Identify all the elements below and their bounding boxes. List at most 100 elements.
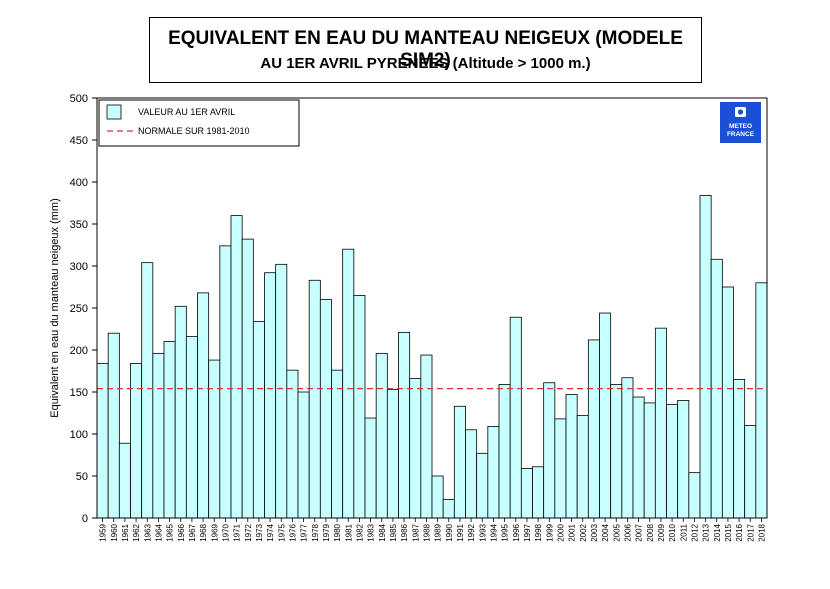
x-tick-label: 1970 [221,523,230,541]
y-axis-label: Equivalent en eau du manteau neigeux (mm… [49,198,61,418]
bar-1975 [275,263,288,519]
x-tick-label: 2017 [746,523,755,541]
y-axis: 0 50 100 150 200 250 300 350 400 450 500 [70,93,97,525]
chart-title: EQUIVALENT EN EAU DU MANTEAU NEIGEUX (MO… [168,28,683,71]
bar-1981 [342,248,355,519]
bar-1960 [107,332,120,519]
bar-2011 [677,399,690,519]
y-tick-label: 200 [70,345,88,357]
bar-1974 [264,272,277,519]
bar-1990 [442,499,455,519]
title-box: EQUIVALENT EN EAU DU MANTEAU NEIGEUX (MO… [149,17,702,83]
y-tick-label: 350 [70,219,88,231]
x-tick-label: 1995 [501,523,510,541]
bar-1995 [498,384,511,519]
bar-2002 [576,415,589,519]
bar-2005 [610,384,623,519]
y-tick-label: 0 [82,513,88,525]
bar-1961 [118,442,131,519]
y-tick-label: 50 [76,471,88,483]
x-tick-label: 2007 [635,523,644,541]
bar-2016 [733,378,746,519]
x-tick-label: 2006 [623,523,632,541]
x-tick-label: 1976 [288,523,297,541]
bar-2017 [744,425,757,519]
logo-text-line2: FRANCE [727,131,755,138]
x-tick-label: 2015 [724,523,733,541]
bar-1998 [532,466,545,519]
bar-1964 [152,352,165,519]
bar-1967 [185,336,198,519]
x-tick-label: 1972 [244,523,253,541]
legend-box [98,99,300,147]
bar-2018 [755,282,768,519]
x-tick-label: 2016 [735,523,744,541]
bar-2003 [587,339,600,519]
bar-1970 [219,245,232,519]
x-tick-label: 1964 [154,523,163,541]
x-tick-label: 1965 [166,523,175,541]
bar-2010 [666,404,679,519]
bar-2013 [699,195,712,519]
x-tick-label: 1966 [177,523,186,541]
bar-1994 [487,426,500,519]
bars-group [96,195,768,519]
x-tick-label: 1991 [456,523,465,541]
x-tick-label: 1986 [400,523,409,541]
logo-emblem-dot-icon [737,109,744,115]
x-tick-label: 1973 [255,523,264,541]
plot-frame [96,97,768,519]
x-tick-label: 1974 [266,523,275,541]
x-tick-label: 1983 [367,523,376,541]
x-tick-label: 1988 [422,523,431,541]
x-tick-label: 1993 [478,523,487,541]
x-tick-label: 1999 [545,523,554,541]
bar-1999 [543,382,556,519]
x-tick-label: 1980 [333,523,342,541]
x-tick-label: 2008 [646,523,655,541]
x-tick-label: 1960 [110,523,119,541]
x-tick-label: 1981 [344,523,353,541]
bar-1992 [465,429,478,519]
bar-1988 [420,354,433,519]
x-tick-label: 1998 [534,523,543,541]
x-tick-label: 1975 [277,523,286,541]
x-tick-label: 1982 [355,523,364,541]
x-tick-label: 1990 [445,523,454,541]
x-tick-label: 1971 [233,523,242,541]
bar-1962 [130,363,143,519]
bar-2007 [632,396,645,519]
bar-1984 [375,352,388,519]
bar-1979 [319,299,332,519]
chart-subtitle: AU 1ER AVRIL PYRENEES (Altitude > 1000 m… [260,55,591,72]
x-tick-label: 2001 [568,523,577,541]
y-tick-label: 300 [70,261,88,273]
x-tick-label: 1978 [311,523,320,541]
x-tick-label: 1968 [199,523,208,541]
bar-1973 [252,321,265,519]
x-tick-label: 1984 [378,523,387,541]
x-tick-label: 2000 [556,523,565,541]
x-tick-label: 1996 [512,523,521,541]
x-tick-label: 1962 [132,523,141,541]
x-tick-label: 2011 [679,523,688,541]
x-tick-label: 1985 [389,523,398,541]
legend-line-label: NORMALE SUR 1981-2010 [138,126,250,136]
x-tick-label: 2009 [657,523,666,541]
x-tick-label: 2012 [690,523,699,541]
x-tick-label: 2002 [579,523,588,541]
bar-1983 [364,417,377,519]
legend: VALEUR AU 1ER AVRIL NORMALE SUR 1981-201… [98,99,300,147]
bar-1996 [509,316,522,519]
bar-2009 [654,327,667,519]
bar-1971 [230,215,243,519]
x-tick-label: 1969 [210,523,219,541]
bar-2001 [565,394,578,519]
x-tick-label: 2005 [612,523,621,541]
bar-2006 [621,377,634,519]
x-tick-label: 1979 [322,523,331,541]
bar-2004 [599,312,612,519]
y-tick-label: 250 [70,303,88,315]
x-tick-label: 1959 [99,523,108,541]
y-tick-label: 500 [70,93,88,105]
